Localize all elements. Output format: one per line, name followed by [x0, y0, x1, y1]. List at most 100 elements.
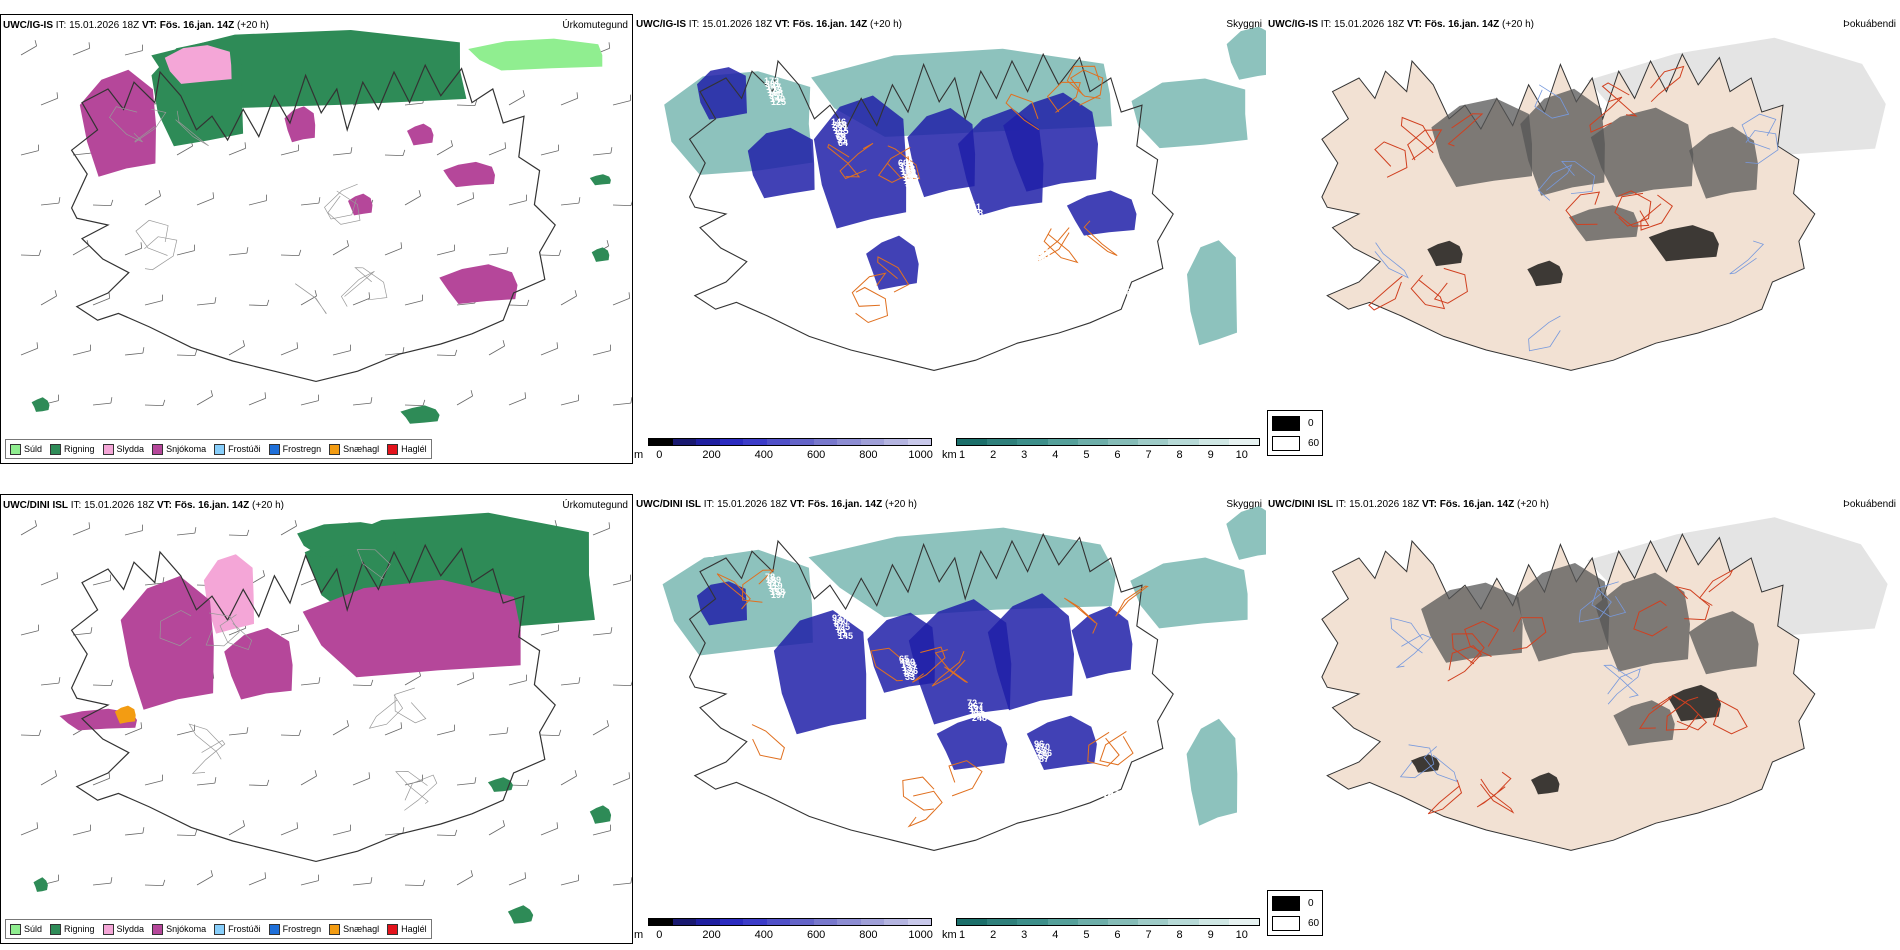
colorbar-ticks: 1 2 3 4 5 6 7 8 9 10 — [956, 929, 1260, 943]
legend-item: Súld — [10, 443, 42, 455]
snow-area — [407, 123, 434, 146]
colorbar-step — [696, 919, 720, 925]
ceiling-label: 381 — [765, 79, 780, 89]
ceiling-label: 247 — [1104, 789, 1119, 799]
ceiling-label: 267 — [968, 701, 983, 711]
precip-legend: Súld Rigning Slydda Snjókoma Frostúði Frostre… — [5, 439, 432, 459]
ceiling-label: 74 — [970, 214, 980, 224]
road-network — [1427, 569, 1748, 815]
ceiling-label: 67 — [1170, 537, 1180, 547]
colorbar-tick-label: 9 — [1207, 929, 1214, 941]
colorbar-tick-label: 3 — [1021, 449, 1028, 461]
legend-item: Frostúði — [214, 923, 261, 935]
colorbar-tick-label: 3 — [1021, 929, 1028, 941]
rain-area — [507, 905, 534, 924]
ceiling-label: 64 — [838, 138, 848, 148]
colorbar-step — [1228, 439, 1260, 445]
panel-type-label: Skyggni — [1226, 19, 1262, 30]
colorbar-strip — [648, 438, 932, 446]
colorbar-step — [719, 919, 743, 925]
ceiling-label: 78 — [1167, 325, 1177, 335]
fog-panel-top: UWC/IG-IS IT: 15.01.2026 18Z VT: Fös. 16… — [1266, 14, 1900, 464]
rain-area — [591, 247, 610, 262]
ceiling-label: 81 — [967, 205, 977, 215]
fog-area — [1568, 205, 1639, 242]
ceiling-label: 87 — [1171, 337, 1181, 347]
ceiling-label: 178 — [1100, 284, 1115, 294]
ceiling-label: 146 — [831, 117, 846, 127]
sleet-area — [164, 45, 232, 84]
legend-swatch — [387, 443, 399, 455]
ceiling-label: 119 — [1173, 343, 1188, 353]
ceiling-label: 63 — [1036, 252, 1046, 262]
colorbar-step — [1017, 919, 1048, 925]
precip-panel-bottom: UWC/DINI ISL IT: 15.01.2026 18Z VT: Fös.… — [0, 494, 633, 944]
ceiling-area — [936, 715, 1008, 770]
ceiling-label: 197 — [771, 590, 786, 600]
colorbar-step — [1077, 919, 1109, 925]
colorbar-tick-label: 2 — [990, 449, 997, 461]
ceiling-label: 95 — [769, 91, 779, 101]
ceiling-label: 158 — [770, 587, 785, 597]
ceiling-label: 248 — [1033, 243, 1048, 253]
fog-area — [1648, 225, 1719, 262]
colorbar-step — [907, 919, 931, 925]
snow-area — [79, 69, 156, 177]
colorbar-step — [1047, 919, 1078, 925]
ceiling-label: 50 — [902, 170, 912, 180]
ceiling-label: 52 — [1169, 331, 1179, 341]
ceiling-label: 147 — [766, 82, 781, 92]
rain-area — [33, 877, 48, 892]
colorbar-tick-label: 800 — [859, 929, 878, 941]
ceiling-colorbar: m 0 200 400 600 800 1000 — [634, 918, 934, 944]
ceiling-label: 82 — [704, 549, 714, 559]
ceiling-area — [1003, 92, 1098, 192]
colorbar-step — [1228, 919, 1260, 925]
sleet-area — [203, 554, 254, 634]
ceiling-label: 83 — [1103, 293, 1113, 303]
legend-swatch — [214, 923, 226, 935]
legend-item: Haglél — [387, 443, 427, 455]
ceiling-label: 87 — [834, 619, 844, 629]
legend-swatch — [50, 443, 62, 455]
ceiling-label: 102 — [1170, 334, 1185, 344]
colorbar-tick-label: 4 — [1052, 449, 1059, 461]
ceiling-label: 274 — [704, 56, 719, 66]
fog-area — [1527, 260, 1563, 287]
ceiling-label: 83 — [1036, 745, 1046, 755]
colorbar-step — [907, 439, 931, 445]
ceiling-label: 65 — [899, 654, 909, 664]
legend-item: Slydda — [102, 443, 144, 455]
fog-area — [1590, 107, 1694, 198]
drizzle-area — [468, 38, 603, 71]
colorbar-step — [837, 919, 861, 925]
colorbar-step — [1198, 439, 1229, 445]
coastline — [688, 52, 1174, 371]
ceiling-label: 157 — [1102, 783, 1117, 793]
colorbar-step — [884, 439, 908, 445]
ceiling-label: 148 — [900, 164, 915, 174]
colorbar-tick-label: 10 — [1235, 449, 1248, 461]
ceiling-colorbar: m 0 200 400 600 800 1000 — [634, 438, 934, 464]
legend-label: Haglél — [401, 924, 427, 934]
legend-label: Frostregn — [282, 924, 322, 934]
snow-area — [302, 579, 521, 678]
ceiling-label: 111 — [970, 707, 984, 717]
rain-area — [400, 405, 440, 424]
ceiling-label: 256 — [971, 710, 986, 720]
ceiling-label: 73 — [1172, 543, 1182, 553]
ceiling-label: 99 — [905, 179, 915, 189]
colorbar-step — [649, 439, 673, 445]
legend-label: Snæhagl — [343, 924, 380, 934]
colorbar-step — [1108, 439, 1139, 445]
coastline — [70, 543, 556, 863]
visibility-area — [1130, 557, 1248, 629]
ceiling-label: 82 — [1105, 299, 1115, 309]
ceiling-label: 286 — [1037, 748, 1052, 758]
ceiling-label: 70 — [1104, 296, 1114, 306]
fog-area — [1531, 772, 1560, 795]
legend-swatch — [268, 443, 280, 455]
ceiling-area — [773, 610, 867, 735]
legend-item: Frostregn — [268, 443, 321, 455]
legend-item: Snjókoma — [152, 923, 206, 935]
